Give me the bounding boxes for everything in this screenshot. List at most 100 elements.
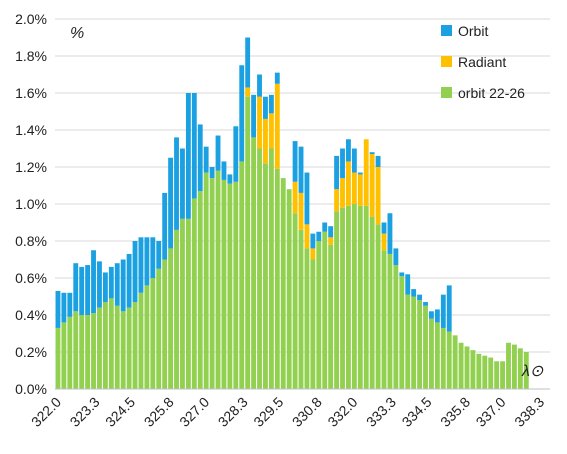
bar-segment [405,274,411,295]
bar-segment [351,172,357,204]
bar-segment [221,161,227,180]
bar-segment [363,205,369,389]
x-axis-label: λ⊙ [521,363,544,380]
bar-segment [156,268,162,389]
bar-segment [429,311,434,319]
bar-segment [203,172,209,389]
bar-segment [334,189,340,212]
bar-segment [476,353,482,389]
bar-segment [215,135,221,171]
bar-segment [304,248,310,389]
legend-label: Orbit [458,23,488,39]
bar-segment [67,316,73,389]
bar-segment [274,168,280,389]
bar-segment [316,241,322,389]
x-tick-label: 330.8 [289,394,325,430]
bar-segment [292,181,298,214]
bar-segment [411,289,417,297]
bar-segment [458,342,464,389]
bar-segment [375,155,381,167]
bar-segment [334,211,340,389]
bar-segment [328,244,334,389]
bar-segment [304,172,310,225]
y-tick-label: 0.8% [15,233,47,249]
x-tick-label: 328.3 [215,394,251,430]
bar-segment [233,126,239,182]
bar-segment [381,250,387,389]
bar-segment [144,237,150,286]
bar-segment [168,248,174,389]
y-tick-label: 1.8% [15,48,47,64]
bar-segment [434,322,440,389]
bar-segment [328,226,334,238]
bar-segment [120,311,126,389]
bar-segment [174,137,179,230]
y-tick-label: 0.6% [15,270,47,286]
bar-segment [405,294,411,389]
bar-segment [357,174,363,206]
y-axis-label: % [70,25,84,42]
bar-segment [387,253,393,389]
bar-segment [316,231,322,241]
bar-segment [132,241,138,303]
bar-segment [464,346,470,389]
bar-segment [180,218,185,389]
legend-label: Radiant [458,54,506,70]
y-tick-label: 2.0% [15,11,47,27]
bar-segment [304,224,310,249]
bar-segment [470,350,476,389]
bar-segment [393,248,399,266]
bar-segment [102,272,108,303]
x-tick-label: 323.3 [67,394,103,430]
bar-segment [357,205,363,389]
bar-segment [91,250,96,314]
bar-segment [346,205,351,389]
bar-segment [417,294,423,301]
bar-segment [334,155,340,190]
bar-segment [233,181,239,389]
bar-segment [120,259,126,312]
bar-segment [411,296,417,389]
bar-segment [191,198,197,389]
bar-segment [162,192,168,260]
y-tick-label: 1.2% [15,159,47,175]
bar-segment [440,327,446,389]
bar-segment [215,170,221,389]
bar-segment [375,224,381,389]
bar-segment [268,113,274,149]
bar-segment [423,305,428,389]
bar-segment [310,259,316,389]
legend-label: orbit 22-26 [458,85,525,101]
legend-swatch [441,56,452,67]
x-tick-label: 322.0 [28,394,64,430]
bar-segment [417,300,423,389]
bar-segment [239,161,245,389]
bar-segment [138,292,144,389]
bar-segment [340,178,345,208]
bar-segment [114,305,120,389]
x-tick-label: 329.5 [250,394,286,430]
bar-segment [298,229,304,389]
bar-segment [440,294,446,328]
bar-segment [203,146,209,173]
bar-segment [227,174,233,184]
bar-segment [298,146,304,193]
bar-segment [346,161,351,206]
bar-segment [209,178,215,389]
bar-segment [517,348,523,389]
bar-segment [381,233,387,251]
bar-segment [185,93,191,219]
x-tick-label: 327.0 [176,394,212,430]
bar-segment [102,302,108,389]
bar-segment [73,263,79,312]
bar-segment [500,361,506,389]
bar-segment [55,290,61,328]
x-tick-label: 332.0 [324,394,360,430]
bar-segment [91,313,96,389]
bar-segment [482,355,488,389]
bar-segment [55,327,61,389]
bar-segment [251,137,257,389]
bar-segment [209,167,215,179]
y-tick-label: 0.0% [15,381,47,397]
bar-segment [67,292,73,317]
